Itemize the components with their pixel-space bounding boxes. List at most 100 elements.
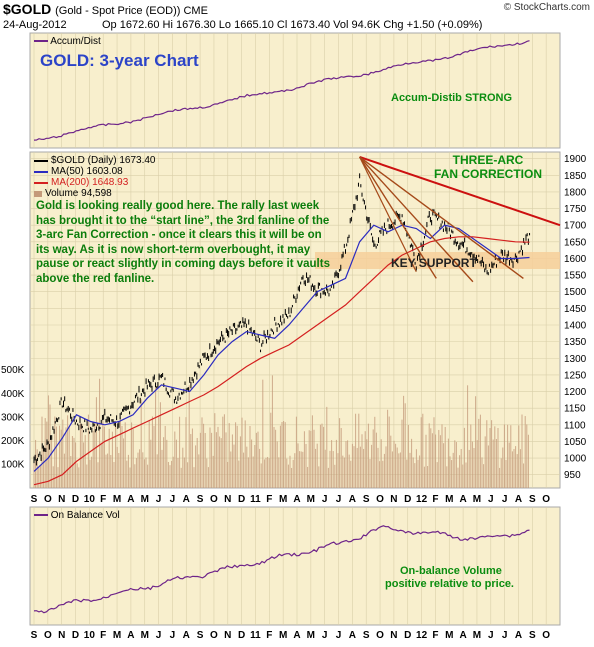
x-tick-label: S <box>197 494 204 505</box>
x-tick-label: 10 <box>84 494 96 505</box>
x-tick-label: A <box>459 630 466 641</box>
grid <box>30 33 560 625</box>
x-tick-label: N <box>224 630 231 641</box>
x-tick-label: S <box>197 630 204 641</box>
narrative: Gold is looking really good here. The ra… <box>36 200 330 285</box>
y-tick-label: 1750 <box>564 204 587 215</box>
x-tick-label: F <box>100 494 106 505</box>
x-tick-label: J <box>502 494 508 505</box>
x-tick-label: O <box>542 630 550 641</box>
x-tick-label: D <box>238 630 245 641</box>
x-tick-label: S <box>31 630 38 641</box>
y-tick-label: 1250 <box>564 370 587 381</box>
x-tick-label: J <box>170 494 176 505</box>
chart-header: $GOLD (Gold - Spot Price (EOD)) CME <box>3 1 208 17</box>
x-tick-label: M <box>307 630 315 641</box>
x-tick-label: D <box>238 494 245 505</box>
x-tick-label: J <box>488 494 494 505</box>
x-tick-label: 10 <box>84 630 96 641</box>
x-tick-label: D <box>72 494 79 505</box>
x-tick-label: N <box>224 494 231 505</box>
accum-series <box>33 40 530 141</box>
chart-date: 24-Aug-2012 <box>3 19 67 31</box>
ma50-label: MA(50) 1603.08 <box>51 166 123 177</box>
fanline-brown <box>359 156 437 279</box>
y-tick-label: 1450 <box>564 304 587 315</box>
obv-swatch <box>34 514 48 517</box>
x-tick-label: S <box>529 494 536 505</box>
x-tick-label: M <box>279 630 287 641</box>
fan-title-line-1: THREE-ARC <box>452 153 524 167</box>
x-tick-label: J <box>488 630 494 641</box>
x-tick-label: O <box>44 630 52 641</box>
x-tick-label: N <box>58 494 65 505</box>
obv-panel <box>29 506 561 626</box>
obv-note-2: positive relative to price. <box>385 578 514 590</box>
ma200-label: MA(200) 1648.93 <box>51 177 129 188</box>
big-title: GOLD: 3-year Chart <box>40 51 199 70</box>
price-series <box>33 173 531 486</box>
x-tick-label: J <box>156 630 162 641</box>
y-tick-label: 1600 <box>564 254 587 265</box>
x-tick-label: O <box>210 630 218 641</box>
x-tick-label: O <box>376 630 384 641</box>
obv-legend: On Balance Vol <box>34 510 120 521</box>
price-panel <box>29 151 561 489</box>
x-tick-label: N <box>390 630 397 641</box>
volume-tick-label: 400K <box>1 389 25 400</box>
volume-bars <box>33 375 529 488</box>
x-tick-label: A <box>349 630 356 641</box>
accum-note: Accum-Distib STRONG <box>391 92 513 104</box>
x-tick-label: A <box>127 494 134 505</box>
x-tick-label: O <box>44 494 52 505</box>
y-tick-label: 950 <box>564 470 581 481</box>
accum-swatch <box>34 40 48 43</box>
subtitle: (Gold - Spot Price (EOD)) CME <box>55 5 208 17</box>
y-tick-label: 1900 <box>564 154 587 165</box>
x-tick-label: O <box>542 494 550 505</box>
x-tick-label: S <box>363 630 370 641</box>
x-tick-label: A <box>515 494 522 505</box>
x-tick-label: F <box>432 630 438 641</box>
x-tick-label: M <box>141 494 149 505</box>
x-tick-label: S <box>31 494 38 505</box>
y-tick-label: 1050 <box>564 437 587 448</box>
accum-legend: Accum/Dist <box>34 36 101 47</box>
obv-note-1: On-balance Volume <box>400 565 502 577</box>
y-tick-label: 1000 <box>564 454 587 465</box>
x-tick-label: A <box>183 630 190 641</box>
fan-title-line-2: FAN CORRECTION <box>434 167 542 181</box>
fanline-red <box>359 156 561 227</box>
x-tick-label: J <box>336 494 342 505</box>
x-tick-label: A <box>293 630 300 641</box>
x-tick-label: M <box>307 494 315 505</box>
fanline-brown <box>359 156 524 279</box>
symbol: $GOLD <box>3 1 52 17</box>
ma50-row: MA(50) 1603.08 <box>34 166 156 177</box>
ma200-row: MA(200) 1648.93 <box>34 177 156 188</box>
x-tick-label: D <box>72 630 79 641</box>
y-tick-label: 1550 <box>564 271 587 282</box>
volume-tick-label: 300K <box>1 412 25 423</box>
x-tick-label: M <box>445 630 453 641</box>
key-support-label: KEY SUPPORT <box>391 256 477 270</box>
volume-tick-label: 100K <box>1 459 25 470</box>
ma50-swatch <box>34 170 48 173</box>
ma200-line <box>33 236 530 486</box>
y-tick-label: 1100 <box>564 420 586 431</box>
x-tick-label: F <box>100 630 106 641</box>
y-tick-label: 1700 <box>564 221 587 232</box>
x-tick-label: M <box>445 494 453 505</box>
price-label: $GOLD (Daily) 1673.40 <box>51 155 156 166</box>
y-tick-label: 1850 <box>564 171 587 182</box>
x-tick-label: J <box>322 494 328 505</box>
x-tick-label: D <box>404 630 411 641</box>
y-tick-label: 1650 <box>564 237 587 248</box>
y-tick-label: 1200 <box>564 387 587 398</box>
x-tick-label: 11 <box>250 494 261 505</box>
y-tick-label: 1150 <box>564 404 586 415</box>
obv-label: On Balance Vol <box>50 510 120 521</box>
obv-series <box>33 525 530 614</box>
x-tick-label: M <box>473 494 481 505</box>
x-tick-label: M <box>113 494 121 505</box>
